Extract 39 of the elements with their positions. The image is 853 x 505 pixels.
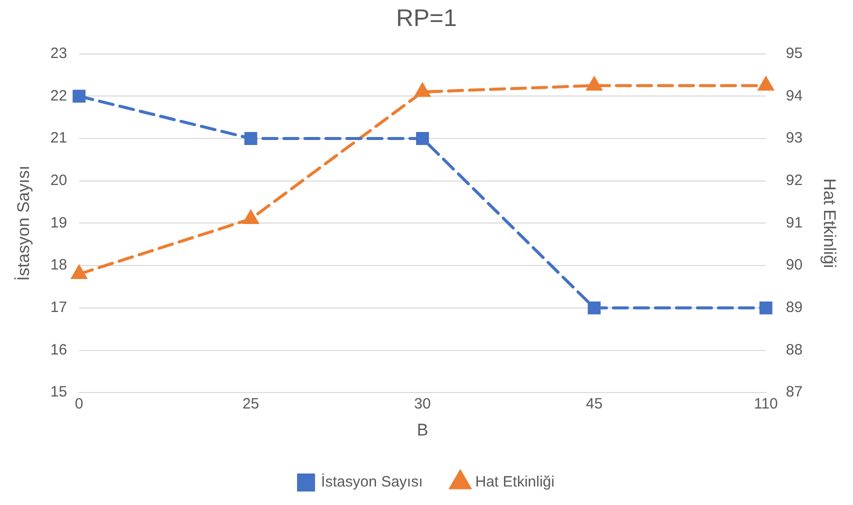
y2-tick-label: 93 [786, 130, 803, 147]
x-tick-label: 110 [754, 396, 778, 413]
y-tick-label: 18 [50, 256, 68, 274]
point [586, 77, 602, 91]
legend-label: İstasyon Sayısı [321, 472, 423, 491]
y2-tick-label: 91 [786, 214, 803, 232]
y-tick-label: 16 [50, 341, 68, 358]
point [758, 77, 774, 91]
y2-tick-label: 94 [786, 87, 803, 104]
y2-tick-label: 92 [786, 172, 803, 189]
x-tick-label: 0 [74, 396, 84, 413]
point [759, 301, 772, 314]
y-tick-label: 15 [50, 384, 68, 401]
y2-tick-label: 89 [786, 299, 803, 316]
y-tick-label: 22 [50, 87, 68, 104]
y-tick-label: 23 [50, 44, 68, 62]
y2-tick-label: 87 [786, 384, 803, 401]
y-tick-label: 19 [50, 214, 68, 232]
point [588, 301, 601, 314]
point [414, 83, 430, 97]
point [244, 132, 258, 145]
x-tick-label: 45 [586, 396, 603, 413]
y-tick-label: 21 [50, 130, 68, 147]
legend-label: Hat Etkinliği [475, 474, 554, 491]
y2-tick-label: 90 [786, 256, 803, 274]
y2-axis-title: Hat Etkinliği [820, 178, 840, 268]
x-tick-label: 30 [414, 396, 431, 413]
y2-tick-label: 88 [786, 341, 803, 358]
y-axis-title: İstasyon Sayısı [14, 166, 33, 281]
point [72, 266, 87, 280]
x-axis-title: B [416, 420, 428, 440]
y2-tick-label: 95 [786, 44, 803, 62]
y-tick-label: 17 [50, 299, 68, 316]
x-tick-label: 25 [242, 396, 260, 413]
point [416, 132, 429, 145]
y-tick-label: 20 [50, 172, 68, 189]
chart-title: RP=1 [396, 5, 457, 32]
point [72, 90, 86, 103]
point [243, 210, 258, 224]
